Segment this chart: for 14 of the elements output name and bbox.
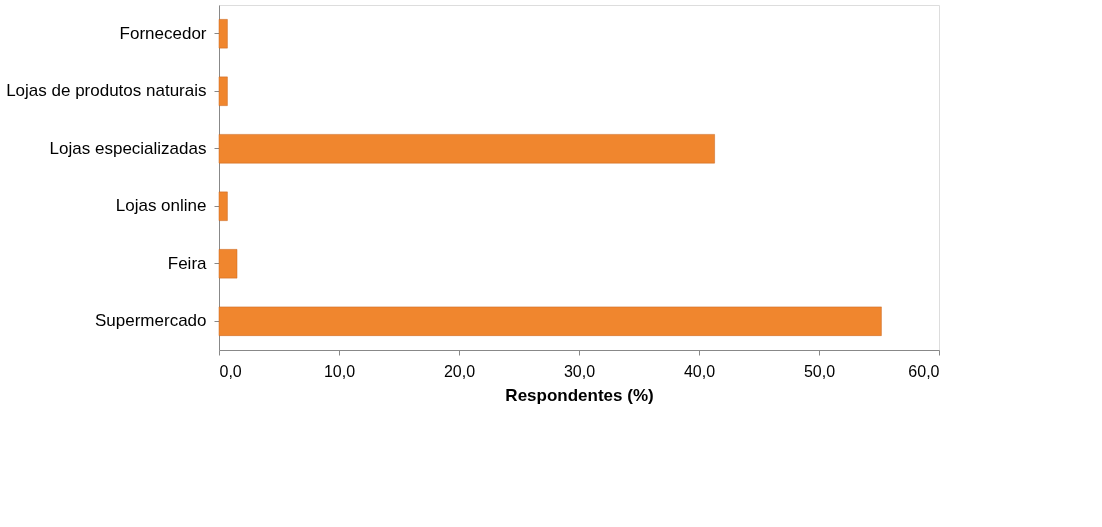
x-tick-label: 30,0 [563, 362, 596, 380]
y-tick-label: Fornecedor [119, 23, 207, 43]
y-tick-label: Feira [167, 253, 208, 273]
x-tick-label: 60,0 [908, 362, 940, 380]
y-tick-label: Lojas online [115, 196, 207, 216]
x-tick-label: 40,0 [683, 362, 716, 380]
x-tick-label: 20,0 [443, 362, 476, 380]
x-tick-label: 0,0 [219, 362, 242, 380]
y-tick-label: Supermercado [94, 311, 207, 331]
x-tick-label: 10,0 [323, 362, 356, 380]
y-tick-label: Lojas de produtos naturais [6, 81, 207, 101]
x-tick-label: 50,0 [803, 362, 836, 380]
x-axis-title: Respondentes (%) [505, 385, 654, 405]
y-tick-label: Lojas especializadas [49, 138, 207, 158]
